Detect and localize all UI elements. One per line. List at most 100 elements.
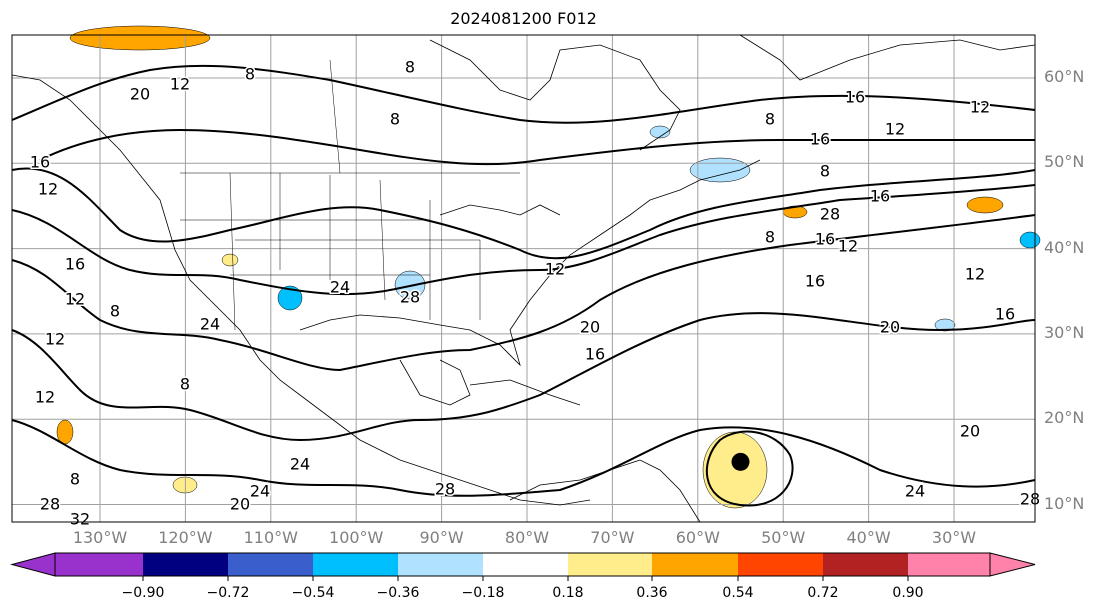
contour-label: 12 bbox=[35, 388, 55, 407]
contour-label: 28 bbox=[400, 288, 420, 307]
contour-label: 16 bbox=[585, 345, 605, 364]
north-america-coast bbox=[11, 74, 591, 506]
colorbar-bin bbox=[568, 553, 652, 576]
cuba bbox=[469, 379, 581, 406]
longitude-label: 60°W bbox=[675, 528, 720, 547]
contour-label: 12 bbox=[970, 98, 990, 117]
colorbar-bin bbox=[398, 553, 483, 576]
shaded-region bbox=[56, 419, 74, 445]
longitude-label: 40°W bbox=[846, 528, 891, 547]
colorbar-tick-label: 0.54 bbox=[722, 585, 754, 601]
contour-label: 20 bbox=[230, 495, 250, 514]
contour-label: 16 bbox=[815, 230, 835, 249]
colorbar-tick-label: −0.18 bbox=[461, 585, 505, 601]
contour-label: 8 bbox=[390, 110, 400, 129]
colorbar-bin bbox=[143, 553, 228, 576]
contour-label: 8 bbox=[820, 162, 830, 181]
contour-label: 12 bbox=[38, 180, 58, 199]
colorbar-bin bbox=[228, 553, 313, 576]
longitude-label: 90°W bbox=[419, 528, 464, 547]
contour-label: 12 bbox=[65, 290, 85, 309]
contour-label: 20 bbox=[960, 422, 980, 441]
colorbar-tick-label: −0.36 bbox=[376, 585, 420, 601]
longitude-label: 30°W bbox=[931, 528, 977, 547]
contour-label: 24 bbox=[200, 315, 220, 334]
contour-label: 16 bbox=[845, 88, 865, 107]
contour-label: 8 bbox=[405, 58, 415, 77]
shaded-region bbox=[966, 196, 1004, 214]
longitude-label: 50°W bbox=[761, 528, 806, 547]
shaded-region bbox=[277, 285, 303, 311]
longitude-label: 130°W bbox=[72, 528, 128, 547]
shaded-region bbox=[689, 157, 751, 183]
shaded-region bbox=[649, 125, 671, 139]
longitude-label: 120°W bbox=[158, 528, 213, 547]
colorbar-tick-label: −0.54 bbox=[291, 585, 335, 601]
colorbar-bin bbox=[652, 553, 738, 576]
colorbar-tick-label: 0.90 bbox=[892, 585, 924, 601]
contour-label: 16 bbox=[65, 255, 85, 274]
colorbar-bin bbox=[55, 553, 143, 576]
shaded-region bbox=[69, 25, 211, 51]
colorbar-frame bbox=[54, 552, 991, 577]
shaded-region bbox=[934, 318, 956, 332]
contour-label: 24 bbox=[250, 482, 270, 501]
contour-lines bbox=[11, 64, 1036, 507]
latitude-label: 20°N bbox=[1044, 408, 1085, 428]
shaded-region bbox=[221, 253, 239, 267]
longitude-label: 80°W bbox=[504, 528, 550, 547]
contour-label: 12 bbox=[545, 260, 565, 279]
graticule bbox=[12, 35, 1035, 522]
shaded-region bbox=[702, 431, 768, 509]
greenland bbox=[739, 34, 1036, 81]
south-america bbox=[509, 459, 701, 523]
contour-label: 8 bbox=[765, 110, 775, 129]
colorbar-bin bbox=[738, 553, 823, 576]
contour-label: 28 bbox=[435, 480, 455, 499]
latitude-label: 60°N bbox=[1044, 67, 1085, 86]
colorbar-min-extend bbox=[10, 552, 56, 577]
map-frame bbox=[11, 34, 1036, 523]
contour-label: 24 bbox=[290, 455, 310, 474]
longitude-label: 70°W bbox=[590, 528, 635, 547]
latitude-label: 40°N bbox=[1044, 237, 1085, 257]
contour-label: 16 bbox=[805, 272, 825, 291]
colorbar-tick-label: −0.72 bbox=[206, 585, 250, 601]
contour-label: 8 bbox=[245, 65, 255, 84]
contour-label: 12 bbox=[885, 120, 905, 139]
state-borders bbox=[180, 59, 520, 331]
contour-label: 28 bbox=[40, 495, 60, 514]
contour-label: 8 bbox=[110, 302, 120, 321]
colorbar-bin bbox=[908, 553, 990, 576]
contour-label: 24 bbox=[330, 278, 350, 297]
latitude-label: 50°N bbox=[1044, 152, 1085, 172]
hudson-bay bbox=[429, 39, 681, 151]
coastlines bbox=[11, 34, 1036, 523]
contour-label: 12 bbox=[965, 265, 985, 284]
colorbar bbox=[10, 552, 1036, 581]
contour-label: 8 bbox=[180, 375, 190, 394]
shaded-region bbox=[1019, 231, 1041, 249]
colorbar-max-extend bbox=[989, 552, 1036, 577]
colorbar-tick-label: 0.36 bbox=[636, 585, 668, 601]
colorbar-bin bbox=[313, 553, 398, 576]
yucatan bbox=[399, 359, 471, 406]
storm-center-marker bbox=[731, 452, 750, 471]
contour-label: 16 bbox=[810, 130, 830, 149]
contour-label: 16 bbox=[30, 153, 50, 172]
shaded-fields bbox=[56, 25, 1041, 509]
contour-label: 8 bbox=[765, 228, 775, 247]
contour-label: 16 bbox=[870, 187, 890, 206]
great-lakes bbox=[439, 204, 561, 216]
colorbar-tick-label: 0.18 bbox=[552, 585, 584, 601]
contour-label: 28 bbox=[1020, 490, 1040, 509]
colorbar-bin bbox=[483, 553, 568, 576]
contour-label: 28 bbox=[820, 205, 840, 224]
contour-label: 12 bbox=[838, 237, 858, 256]
colorbar-bin bbox=[823, 553, 908, 576]
contour-label: 12 bbox=[170, 75, 190, 94]
contour-label: 24 bbox=[905, 482, 925, 501]
gulf-coast bbox=[299, 159, 761, 367]
